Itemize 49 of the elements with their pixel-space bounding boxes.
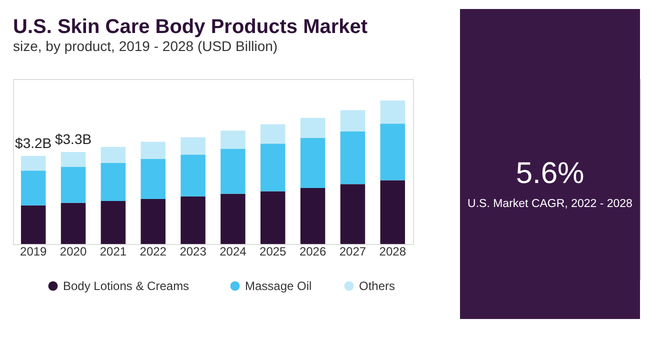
bar <box>340 110 366 132</box>
bar <box>60 202 86 244</box>
legend-label: Body Lotions & Creams <box>63 279 190 293</box>
bar <box>380 180 406 244</box>
bar <box>20 205 46 244</box>
x-tick-label: 2022 <box>140 244 167 258</box>
x-tick-label: 2019 <box>20 244 48 258</box>
x-tick-label: 2023 <box>180 244 207 258</box>
x-tick-label: 2020 <box>60 244 87 258</box>
bar <box>140 159 166 199</box>
bar <box>180 137 206 155</box>
bar <box>340 184 366 244</box>
bar <box>100 162 126 201</box>
bar <box>260 144 286 192</box>
bar <box>220 194 246 244</box>
bar <box>180 196 206 244</box>
bar <box>180 154 206 196</box>
bar <box>220 148 246 194</box>
bar <box>100 200 126 244</box>
bar <box>140 142 166 160</box>
bar <box>380 100 406 124</box>
bar <box>20 156 46 171</box>
bar <box>380 124 406 180</box>
annotation: $3.2B <box>15 134 52 151</box>
bar <box>260 191 286 244</box>
annotation: $3.3B <box>54 131 92 148</box>
chart-title: U.S. Skin Care Body Products Market <box>13 16 368 38</box>
legend-label: Others <box>359 279 396 293</box>
text: U.S. Market CAGR, 2022 - 2028 <box>468 198 632 210</box>
bar <box>300 138 326 188</box>
x-tick-label: 2027 <box>339 244 366 258</box>
bar <box>60 152 86 167</box>
x-tick-label: 2021 <box>100 244 127 258</box>
bar <box>140 198 166 244</box>
bar <box>60 166 86 203</box>
x-tick-label: 2028 <box>379 244 406 258</box>
bar <box>20 170 46 206</box>
x-tick-label: 2025 <box>260 244 287 258</box>
bar <box>300 188 326 244</box>
bar <box>260 124 286 144</box>
bar <box>220 130 246 149</box>
legend-label: Massage Oil <box>245 279 312 293</box>
bar <box>340 131 366 184</box>
bar <box>300 118 326 138</box>
x-tick-label: 2024 <box>220 244 247 258</box>
x-tick-label: 2026 <box>299 244 326 258</box>
chart-subtitle: size, by product, 2019 - 2028 (USD Billion) <box>13 38 278 54</box>
bar <box>100 146 126 163</box>
text: 5.6% <box>516 157 584 190</box>
